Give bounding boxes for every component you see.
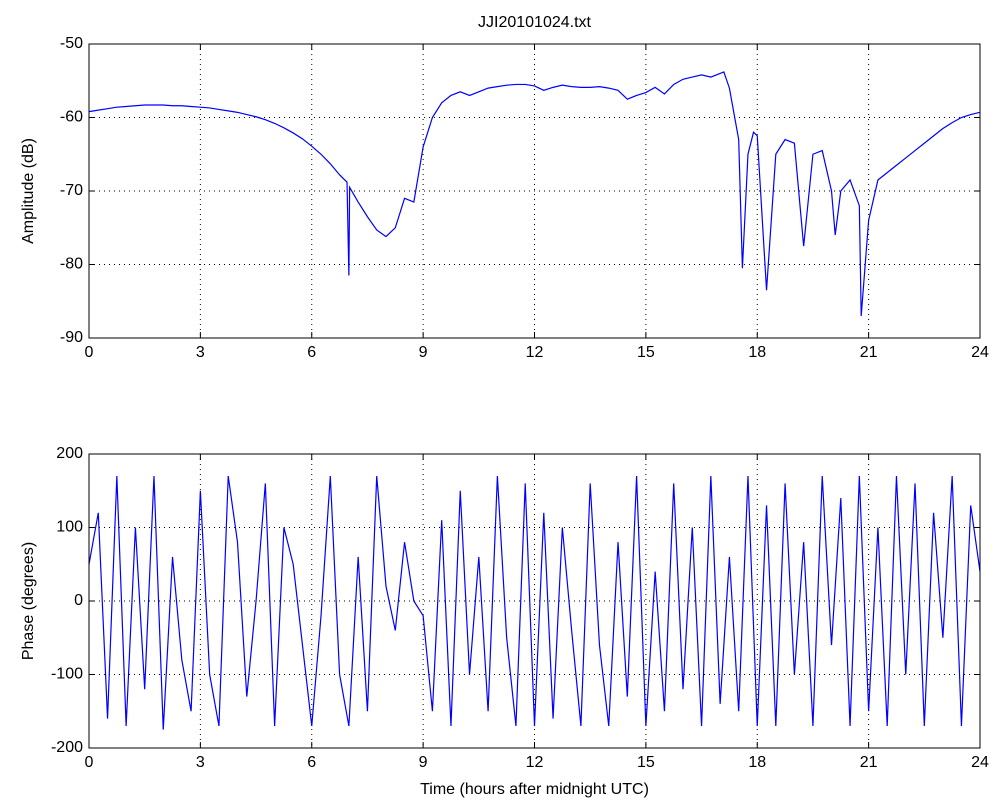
x-tick-label: 6 — [307, 754, 316, 771]
x-tick-label: 9 — [419, 344, 428, 361]
y-tick-label: -50 — [60, 35, 83, 52]
x-tick-label: 0 — [85, 754, 94, 771]
y-tick-label: -70 — [60, 182, 83, 199]
y-tick-label: -60 — [60, 109, 83, 126]
data-line — [88, 475, 981, 730]
x-tick-label: 6 — [307, 344, 316, 361]
y-tick-label: -80 — [60, 256, 83, 273]
x-axis-label: Time (hours after midnight UTC) — [420, 781, 649, 798]
x-tick-label: 3 — [196, 344, 205, 361]
x-tick-label: 15 — [637, 754, 655, 771]
x-tick-label: 12 — [526, 344, 544, 361]
x-tick-label: 0 — [85, 344, 94, 361]
axes-box — [88, 453, 981, 749]
y-tick-label: -200 — [51, 739, 83, 756]
x-tick-label: 21 — [860, 344, 878, 361]
x-tick-label: 18 — [748, 344, 766, 361]
x-tick-label: 18 — [748, 754, 766, 771]
x-tick-label: 24 — [971, 344, 989, 361]
x-tick-label: 9 — [419, 754, 428, 771]
x-tick-label: 15 — [637, 344, 655, 361]
y-tick-label: 0 — [74, 592, 83, 609]
x-tick-label: 12 — [526, 754, 544, 771]
y-tick-label: -90 — [60, 329, 83, 346]
x-tick-label: 24 — [971, 754, 989, 771]
y-axis-label: Amplitude (dB) — [20, 138, 37, 244]
data-line — [88, 71, 981, 316]
axes-box — [88, 43, 981, 339]
chart-title: JJI20101024.txt — [478, 14, 592, 31]
y-tick-label: -100 — [51, 666, 83, 683]
x-tick-label: 21 — [860, 754, 878, 771]
x-tick-label: 3 — [196, 754, 205, 771]
y-axis-label: Phase (degrees) — [20, 542, 37, 660]
y-tick-label: 100 — [56, 519, 83, 536]
y-tick-label: 200 — [56, 445, 83, 462]
